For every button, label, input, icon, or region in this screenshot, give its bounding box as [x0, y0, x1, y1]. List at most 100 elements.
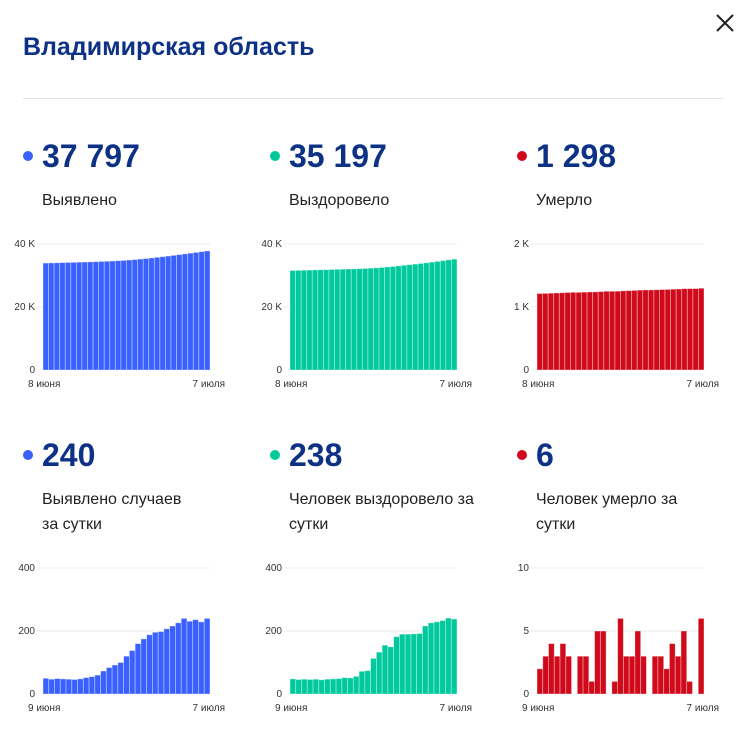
bar	[628, 655, 636, 695]
y-tick-label: 200	[265, 626, 282, 637]
region-title: Владимирская область	[23, 33, 315, 61]
bar	[617, 618, 624, 695]
bar	[123, 655, 130, 695]
bar	[378, 267, 386, 371]
bar	[542, 655, 549, 695]
bar	[70, 261, 77, 371]
bar	[393, 636, 400, 695]
bar	[659, 289, 666, 371]
bar	[71, 679, 78, 695]
bar	[192, 252, 200, 371]
x-end-label: 7 июля	[440, 379, 472, 390]
chart-daily-confirmed: 0 200 400 9 июня 7 июля	[18, 563, 225, 714]
bar	[76, 261, 83, 371]
x-end-label: 7 июля	[440, 703, 472, 714]
bar	[198, 621, 205, 695]
bar	[594, 630, 601, 695]
bar	[187, 252, 194, 371]
bar	[334, 268, 341, 371]
bar	[126, 259, 133, 371]
bar	[117, 662, 125, 695]
bar	[192, 619, 199, 695]
bar	[157, 631, 165, 695]
bar	[631, 290, 638, 371]
bar	[553, 655, 561, 695]
stat-value: 240	[42, 437, 96, 473]
bar	[318, 679, 325, 695]
bar	[674, 655, 682, 695]
bar	[53, 262, 61, 371]
bar	[620, 290, 627, 371]
bar	[203, 618, 211, 695]
bar	[608, 290, 616, 371]
bar	[375, 651, 383, 695]
bar	[439, 620, 446, 695]
deaths-dot-icon	[517, 151, 527, 161]
bar	[681, 288, 688, 371]
chart-recovered: 0 20 K 40 K 8 июня 7 июля	[261, 239, 472, 390]
bar	[109, 260, 116, 371]
bar	[140, 638, 148, 695]
bar	[451, 258, 458, 371]
bar	[306, 679, 314, 695]
bar	[94, 674, 101, 695]
y-tick-label: 10	[518, 563, 530, 574]
bar	[542, 292, 549, 371]
bar	[352, 675, 360, 695]
bar	[176, 254, 183, 371]
bar	[163, 628, 171, 695]
bar	[317, 269, 324, 371]
x-start-label: 8 июня	[275, 379, 307, 390]
bar	[82, 677, 90, 695]
bar	[434, 260, 441, 371]
stat-label: Выздоровело	[289, 192, 390, 209]
bar	[137, 258, 144, 371]
y-tick-label: 2 K	[514, 239, 529, 250]
bar	[175, 622, 182, 695]
bar	[611, 681, 619, 695]
bar	[300, 269, 308, 371]
bar	[48, 678, 55, 695]
stat-value: 37 797	[42, 138, 140, 174]
bar	[697, 618, 705, 695]
bar	[367, 267, 374, 371]
bar	[640, 655, 647, 695]
bar	[329, 678, 337, 695]
bar	[400, 264, 408, 371]
bar	[410, 633, 418, 695]
bar	[450, 618, 458, 695]
bar	[59, 678, 67, 695]
bar	[134, 643, 142, 695]
x-end-label: 7 июля	[193, 379, 225, 390]
bar	[384, 266, 391, 371]
bar	[647, 289, 655, 371]
bar	[204, 250, 211, 371]
bar	[565, 655, 572, 695]
bar	[653, 289, 660, 371]
bar	[181, 253, 189, 371]
close-icon[interactable]	[712, 10, 738, 36]
bar	[433, 621, 441, 695]
bar	[350, 268, 358, 371]
bar	[614, 290, 621, 371]
x-end-label: 7 июля	[687, 703, 719, 714]
bar	[312, 678, 320, 695]
bar	[558, 292, 566, 371]
bar	[170, 254, 178, 371]
y-tick-label: 0	[29, 689, 35, 700]
bar	[559, 643, 567, 695]
bar	[686, 288, 694, 371]
bar	[323, 269, 330, 371]
bar	[564, 292, 571, 371]
bar	[59, 262, 66, 371]
bar	[364, 670, 372, 695]
bar	[622, 655, 630, 695]
bar	[159, 256, 166, 371]
y-tick-label: 5	[523, 626, 529, 637]
bar	[642, 289, 649, 371]
y-tick-label: 400	[265, 563, 282, 574]
bar	[576, 655, 584, 695]
bar	[381, 644, 389, 695]
bar	[153, 256, 161, 371]
y-tick-label: 400	[18, 563, 35, 574]
